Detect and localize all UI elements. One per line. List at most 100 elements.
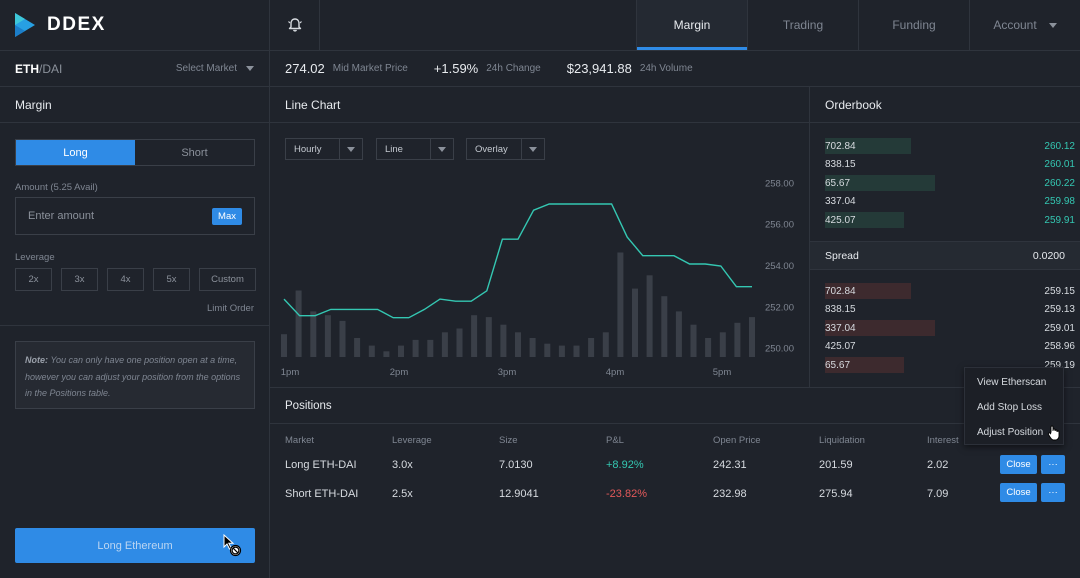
menu-item-add-stop-loss[interactable]: Add Stop Loss xyxy=(977,402,1043,413)
leverage-2x-button[interactable]: 2x xyxy=(15,268,52,291)
divider xyxy=(0,325,270,326)
interval-dropdown[interactable]: Hourly xyxy=(285,138,363,160)
ask-row[interactable]: 425.07 259.91 xyxy=(825,212,1075,228)
row-interest: 7.09 xyxy=(927,488,949,500)
overlay-dropdown[interactable]: Overlay xyxy=(466,138,545,160)
ask-amount: 425.07 xyxy=(825,214,856,226)
bid-amount: 337.04 xyxy=(825,322,856,334)
market-selector[interactable]: ETH/DAI Select Market xyxy=(0,51,270,86)
chart-panel-title: Line Chart xyxy=(270,87,809,123)
leverage-label: Leverage xyxy=(15,252,55,263)
tab-funding[interactable]: Funding xyxy=(858,0,969,50)
volume-bar xyxy=(529,338,536,357)
menu-item-adjust-position[interactable]: Adjust Position xyxy=(977,427,1044,438)
max-button[interactable]: Max xyxy=(212,207,242,225)
volume-bar xyxy=(749,317,755,357)
volume-value: $23,941.88 xyxy=(566,61,632,76)
row-size: 7.0130 xyxy=(499,459,533,471)
limit-order-link[interactable]: Limit Order xyxy=(207,303,254,314)
bid-row[interactable]: 337.04 259.01 xyxy=(825,320,1075,336)
ask-row[interactable]: 838.15 260.01 xyxy=(825,157,1075,173)
chevron-down-icon xyxy=(438,147,446,152)
volume-bar xyxy=(558,345,565,357)
row-liquidation: 275.94 xyxy=(819,488,853,500)
volume-bar xyxy=(515,332,521,357)
row-market: Short ETH-DAI xyxy=(285,488,359,500)
tab-account[interactable]: Account xyxy=(969,0,1080,50)
bid-amount: 65.67 xyxy=(825,359,851,371)
market-base: ETH xyxy=(15,61,39,76)
volume-bar xyxy=(588,338,595,357)
bid-row[interactable]: 838.15 259.13 xyxy=(825,302,1075,318)
volume-bar xyxy=(427,339,434,357)
row-interest: 2.02 xyxy=(927,459,949,471)
close-position-button[interactable]: Close xyxy=(1000,483,1037,502)
volume-bar xyxy=(661,296,668,357)
bid-row[interactable]: 65.67 259.19 xyxy=(825,357,1075,373)
ask-amount: 65.67 xyxy=(825,177,851,189)
mid-price-value: 274.02 xyxy=(285,61,325,76)
long-short-toggle: Long Short xyxy=(15,139,255,166)
long-tab[interactable]: Long xyxy=(16,140,135,165)
volume-bar xyxy=(324,315,331,357)
market-quote: /DAI xyxy=(39,61,63,76)
menu-item-view-etherscan[interactable]: View Etherscan xyxy=(977,377,1047,388)
volume-bar xyxy=(646,275,653,357)
bid-price: 259.19 xyxy=(1044,359,1075,371)
amount-input[interactable]: Enter amount Max xyxy=(15,197,255,235)
volume-bar xyxy=(383,351,390,357)
bid-price: 259.01 xyxy=(1044,322,1075,334)
interval-dropdown-label: Hourly xyxy=(294,143,322,155)
more-options-button[interactable]: ··· xyxy=(1041,483,1065,502)
x-tick-label: 1pm xyxy=(281,367,300,378)
volume-bar xyxy=(705,338,712,357)
close-position-button[interactable]: Close xyxy=(1000,455,1037,474)
select-market-dropdown[interactable]: Select Market xyxy=(176,63,254,74)
short-tab[interactable]: Short xyxy=(181,146,208,159)
change-label: 24h Change xyxy=(486,63,541,74)
tab-funding-label: Funding xyxy=(892,18,936,32)
ask-price: 259.91 xyxy=(1044,214,1075,226)
logo-area[interactable]: DDEX xyxy=(0,0,270,50)
tab-margin[interactable]: Margin xyxy=(636,0,747,50)
margin-panel-title: Margin xyxy=(0,87,269,123)
spread-label: Spread xyxy=(825,249,859,262)
chevron-down-icon xyxy=(529,147,537,152)
tab-trading-label: Trading xyxy=(782,18,824,32)
price-chart[interactable]: 258.00 256.00 254.00 252.00 250.00 1pm 2pm 3pm… xyxy=(270,123,810,387)
long-ethereum-label: Long Ethereum xyxy=(97,539,173,552)
tab-trading[interactable]: Trading xyxy=(747,0,858,50)
volume-bar xyxy=(441,332,448,357)
ask-amount: 337.04 xyxy=(825,196,856,207)
spread-value: 0.0200 xyxy=(1032,249,1065,262)
chart-type-dropdown[interactable]: Line xyxy=(376,138,454,160)
volume-bar xyxy=(339,320,346,357)
col-pnl: P&L xyxy=(606,435,624,446)
bid-row[interactable]: 702.84 259.15 xyxy=(825,283,1075,299)
market-pair: ETH/DAI xyxy=(15,62,62,76)
more-options-button[interactable]: ··· xyxy=(1041,455,1065,474)
volume-bar xyxy=(398,345,404,357)
leverage-4x-button[interactable]: 4x xyxy=(107,268,144,291)
volume-bar xyxy=(573,345,580,357)
y-tick-label: 256.00 xyxy=(765,220,794,231)
leverage-3x-button[interactable]: 3x xyxy=(61,268,98,291)
row-market: Long ETH-DAI xyxy=(285,459,357,471)
ask-row[interactable]: 337.04 259.98 xyxy=(825,194,1075,210)
ask-amount: 702.84 xyxy=(825,140,856,152)
ask-row[interactable]: 65.67 260.22 xyxy=(825,175,1075,191)
bid-price: 259.13 xyxy=(1044,304,1075,315)
ticker-bar: ETH/DAI Select Market 274.02 Mid Market … xyxy=(0,51,1080,87)
long-ethereum-button[interactable]: Long Ethereum xyxy=(15,528,255,563)
amount-placeholder: Enter amount xyxy=(28,210,95,222)
top-nav: DDEX Margin Trading Funding Account xyxy=(0,0,1080,51)
orderbook-panel: Orderbook 702.84 260.12 838.15 260.01 65.67 2… xyxy=(810,87,1080,387)
notifications-button[interactable] xyxy=(270,0,320,50)
leverage-5x-button[interactable]: 5x xyxy=(153,268,190,291)
row-open-price: 232.98 xyxy=(713,488,747,500)
leverage-custom-button[interactable]: Custom xyxy=(199,268,256,291)
ask-row[interactable]: 702.84 260.12 xyxy=(825,138,1075,154)
change-value: +1.59% xyxy=(433,61,479,76)
bid-row[interactable]: 425.07 258.96 xyxy=(825,339,1075,355)
positions-title: Positions xyxy=(270,388,1080,424)
